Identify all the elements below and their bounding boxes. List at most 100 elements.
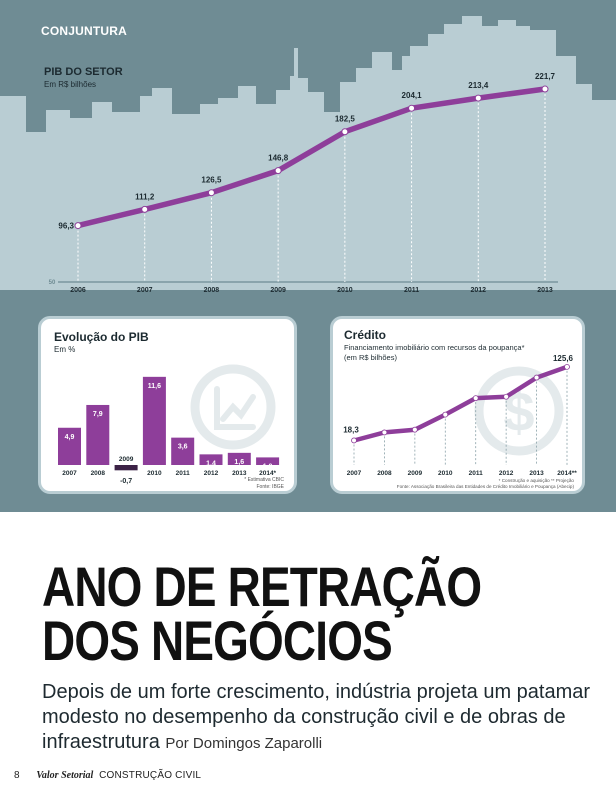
subheadline-text: Depois de um forte crescimento, indústri… xyxy=(42,681,591,753)
bar xyxy=(86,404,110,465)
footnote: * Estimativa CBIC xyxy=(244,477,284,483)
series-line xyxy=(75,86,548,229)
data-point xyxy=(141,205,149,213)
page-footer: 8 Valor Setorial CONSTRUÇÃO CIVIL xyxy=(14,770,201,781)
data-point xyxy=(564,363,570,370)
x-tick-label: 2011 xyxy=(176,470,190,477)
data-point xyxy=(381,429,388,436)
headline: ANO DE RETRAÇÃO DOS NEGÓCIOS xyxy=(42,555,482,672)
data-label: 111,2 xyxy=(135,192,155,201)
bar-value-label: 1,0 xyxy=(263,463,273,470)
data-point xyxy=(541,85,549,93)
chart-title: Crédito xyxy=(344,328,386,342)
bar xyxy=(171,437,195,465)
x-tick-label: 2011 xyxy=(404,287,419,294)
trend-chart-icon xyxy=(190,364,276,450)
bar xyxy=(114,465,138,471)
x-tick-label: 2014** xyxy=(557,470,577,477)
source-note: Fonte: IBGE xyxy=(256,484,284,490)
bar xyxy=(256,457,280,465)
magazine-name: Valor Setorial xyxy=(36,770,94,781)
section-label: CONJUNTURA xyxy=(41,24,127,38)
last-value-label: 125,6 xyxy=(553,354,574,363)
data-point xyxy=(207,189,215,197)
data-point xyxy=(341,128,349,136)
x-tick-label: 2009 xyxy=(408,470,423,477)
x-tick-label: 2012 xyxy=(499,470,514,477)
chart-subtitle: Financiamento imobiliário com recursos d… xyxy=(344,343,525,352)
x-tick-label: 2010 xyxy=(438,470,453,477)
bar-value-label: 1,4 xyxy=(206,460,216,467)
x-tick-label: 2010 xyxy=(337,287,353,294)
data-label: 204,1 xyxy=(402,91,423,100)
x-tick-label: 2008 xyxy=(377,470,392,477)
bar-value-label: 1,6 xyxy=(234,459,244,466)
x-tick-label: 2013 xyxy=(537,287,553,294)
data-point xyxy=(274,167,282,175)
subheadline: Depois de um forte crescimento, indústri… xyxy=(42,680,602,756)
x-tick-label: 2011 xyxy=(469,470,483,477)
data-label: 213,4 xyxy=(468,81,489,90)
x-tick-label: 2008 xyxy=(204,287,220,294)
x-tick-label: 2010 xyxy=(147,470,162,477)
bar xyxy=(199,454,223,465)
data-point xyxy=(503,393,510,400)
chart-title: Evolução do PIB xyxy=(54,330,149,344)
chart-subtitle: Em % xyxy=(54,345,75,354)
dollar-coin-icon xyxy=(474,366,564,456)
x-tick-label: 2012 xyxy=(204,470,219,477)
bar-value-label: 4,9 xyxy=(65,434,75,441)
x-tick-label: 2013 xyxy=(529,470,544,477)
byline: Por Domingos Zaparolli xyxy=(165,735,323,752)
x-tick-label: 2013 xyxy=(232,470,247,477)
bar-value-label: 3,6 xyxy=(178,444,188,451)
data-point xyxy=(351,437,357,444)
bar xyxy=(58,427,81,465)
headline-line-1: ANO DE RETRAÇÃO xyxy=(42,555,482,618)
headline-line-2: DOS NEGÓCIOS xyxy=(42,609,393,672)
chart-subtitle: Em R$ bilhões xyxy=(44,80,96,89)
credito-panel: $ Crédito Financiamento imobiliário com re… xyxy=(330,316,585,494)
data-point xyxy=(472,395,479,402)
pib-setor-chart: 50 96,3 2006 111,2 2007 126,5 2008 146,8 2009 182… xyxy=(0,16,616,294)
bar xyxy=(142,376,166,465)
page-number: 8 xyxy=(14,770,20,781)
axis-min-label: 50 xyxy=(49,280,56,286)
bar-value-label: 7,9 xyxy=(93,411,103,418)
infographic-area: 50 96,3 2006 111,2 2007 126,5 2008 146,8 2009 182… xyxy=(0,0,616,512)
x-tick-label: 2009 xyxy=(119,456,134,463)
chart-subtitle-2: (em R$ bilhões) xyxy=(344,353,397,362)
data-point xyxy=(442,411,449,418)
chart-title: PIB DO SETOR xyxy=(44,66,123,78)
data-point xyxy=(408,104,416,112)
data-label: 96,3 xyxy=(58,222,74,231)
data-label: 146,8 xyxy=(268,154,289,163)
bar-value-label: -0,7 xyxy=(120,478,132,485)
bar-value-label: 11,6 xyxy=(148,383,161,390)
series-line xyxy=(351,364,570,443)
x-tick-label: 2007 xyxy=(137,287,153,294)
x-tick-label: 2007 xyxy=(62,470,77,477)
data-label: 182,5 xyxy=(335,115,356,124)
source-note: Fonte: Associação Brasileira das Entidad… xyxy=(397,484,575,489)
data-point xyxy=(411,426,418,433)
data-label: 126,5 xyxy=(201,176,222,185)
footer-section: CONSTRUÇÃO CIVIL xyxy=(99,770,202,781)
x-tick-label: 2007 xyxy=(347,470,362,477)
trend-arrow-icon xyxy=(214,386,256,430)
data-point xyxy=(474,94,482,102)
x-tick-label: 2014* xyxy=(259,470,276,477)
x-tick-label: 2008 xyxy=(91,470,106,477)
evolucao-pib-panel: Evolução do PIB Em % 4,9 2007 7,9 2008 -0,7 200… xyxy=(38,316,297,494)
data-point xyxy=(533,374,540,381)
x-tick-label: 2006 xyxy=(70,287,86,294)
footnote: * Construção e aquisição ** Projeção xyxy=(499,478,575,483)
data-point xyxy=(74,222,82,230)
first-value-label: 18,3 xyxy=(343,425,359,434)
x-tick-label: 2012 xyxy=(470,287,486,294)
bar xyxy=(227,452,251,465)
data-label: 221,7 xyxy=(535,72,556,81)
x-tick-label: 2009 xyxy=(270,287,286,294)
